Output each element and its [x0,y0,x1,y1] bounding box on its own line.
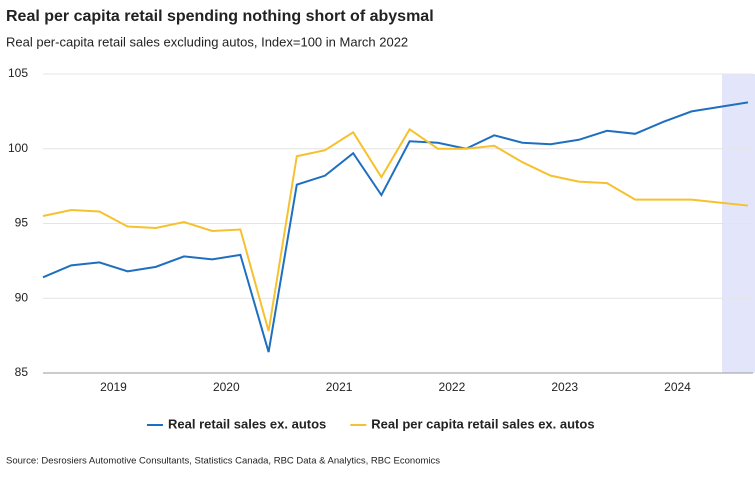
series-line [42,127,749,332]
source: Source: Desrosiers Automotive Consultant… [6,456,440,467]
x-tick-label: 2019 [100,380,127,394]
legend-label: Real per capita retail sales ex. autos [371,416,594,431]
x-tick-label: 2023 [551,380,578,394]
series-line [42,101,749,353]
x-tick-label: 2024 [664,380,691,394]
chart-title: Real per capita retail spending nothing … [6,8,434,25]
y-tick-label: 105 [8,66,28,80]
y-tick-label: 90 [15,290,29,304]
legend-label: Real retail sales ex. autos [168,416,326,431]
y-tick-label: 100 [8,141,28,155]
x-tick-label: 2022 [439,380,466,394]
chart-subtitle: Real per-capita retail sales excluding a… [6,34,408,49]
y-tick-label: 95 [15,216,29,230]
y-tick-label: 85 [15,365,29,379]
x-tick-label: 2021 [326,380,353,394]
x-tick-label: 2020 [213,380,240,394]
